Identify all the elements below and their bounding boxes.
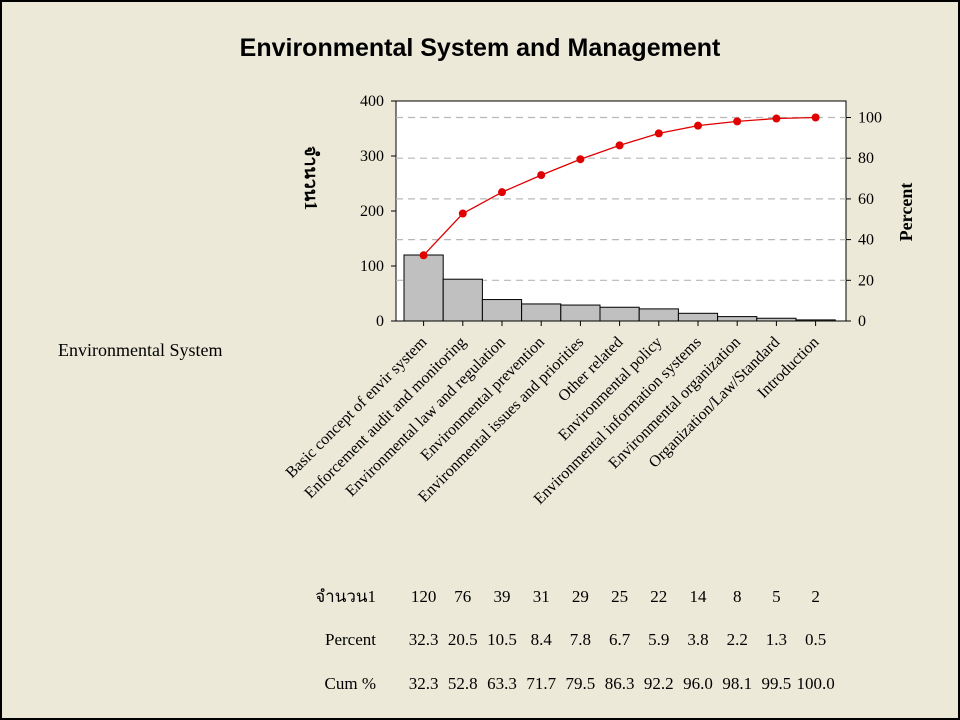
- y-left-tick-label: 200: [360, 203, 384, 220]
- cumulative-point: [576, 155, 585, 164]
- table-cum-cell: 79.5: [566, 674, 596, 693]
- table-count-cell: 5: [772, 587, 781, 606]
- table-percent-cell: 1.3: [766, 630, 787, 649]
- table-count-cell: 29: [572, 587, 589, 606]
- x-tick-label: Environmental law and regulation: [343, 334, 509, 500]
- table-count-cell: 31: [533, 587, 550, 606]
- cumulative-point: [694, 121, 702, 130]
- table-count-cell: 22: [650, 587, 667, 606]
- cumulative-point: [733, 117, 742, 126]
- cumulative-point: [772, 114, 781, 123]
- y-right-tick-label: 100: [858, 110, 882, 127]
- cumulative-point: [811, 113, 820, 122]
- x-tick-label: Basic concept of envir system: [283, 333, 431, 481]
- table-count-cell: 76: [454, 587, 471, 606]
- table-count-cell: 8: [733, 587, 742, 606]
- table-percent-cell: 7.8: [570, 630, 591, 649]
- table-cum-label: Cum %: [325, 674, 376, 693]
- bar: [521, 303, 562, 322]
- table-percent-cell: 10.5: [487, 630, 517, 649]
- cumulative-point: [654, 129, 663, 138]
- bar: [756, 317, 797, 322]
- y-left-tick-label: 300: [360, 148, 384, 165]
- table-count-cell: 14: [690, 587, 708, 606]
- table-count-cell: 39: [494, 587, 511, 606]
- y-right-tick-label: 20: [858, 272, 874, 289]
- y-right-tick-label: 60: [858, 191, 874, 208]
- table-percent-cell: 2.2: [727, 630, 748, 649]
- bar: [638, 308, 679, 322]
- table-cum-cell: 99.5: [762, 674, 792, 693]
- bar: [599, 306, 640, 322]
- table-count-label: จำนวน1: [315, 587, 376, 606]
- bar: [795, 319, 836, 322]
- x-axis-title: Environmental System: [58, 340, 223, 360]
- cumulative-point: [498, 188, 506, 197]
- table-percent-label: Percent: [325, 630, 376, 649]
- table-cum-cell: 100.0: [796, 674, 834, 693]
- y-right-tick-label: 40: [858, 232, 874, 249]
- table-cum-cell: 71.7: [526, 674, 556, 693]
- table-count-cell: 2: [811, 587, 820, 606]
- bar: [560, 304, 601, 322]
- plot-area: 0 100 200 300 400 0 20 40 60 80 100 Basic concept o…: [283, 93, 882, 693]
- bar: [442, 278, 483, 322]
- table-percent-cell: 20.5: [448, 630, 478, 649]
- table-percent-cell: 0.5: [805, 630, 826, 649]
- y-right-tick-label: 0: [858, 313, 866, 330]
- cumulative-point: [615, 141, 624, 150]
- y-axis-left-title: จำนวน1: [301, 146, 321, 210]
- cumulative-point: [419, 251, 428, 260]
- table-cum-cell: 52.8: [448, 674, 478, 693]
- table-cum-cell: 86.3: [605, 674, 635, 693]
- y-left-tick-label: 400: [360, 93, 384, 110]
- bar: [717, 316, 758, 322]
- bar: [481, 299, 523, 322]
- table-cum-cell: 63.3: [487, 674, 517, 693]
- chart-title: Environmental System and Management: [239, 34, 721, 62]
- table-cum-cell: 96.0: [683, 674, 713, 693]
- table-cum-cell: 32.3: [409, 674, 439, 693]
- bar: [677, 312, 719, 322]
- y-left-tick-label: 0: [376, 313, 384, 330]
- table-percent-cell: 32.3: [409, 630, 439, 649]
- table-percent-cell: 5.9: [648, 630, 669, 649]
- bar: [403, 254, 444, 322]
- table-percent-cell: 8.4: [531, 630, 553, 649]
- table-percent-cell: 6.7: [609, 630, 631, 649]
- table-cum-cell: 92.2: [644, 674, 674, 693]
- cumulative-point: [458, 209, 467, 218]
- cumulative-point: [537, 171, 546, 180]
- table-count-cell: 120: [411, 587, 437, 606]
- y-right-tick-label: 80: [858, 150, 874, 167]
- y-axis-right-title: Percent: [896, 183, 916, 242]
- table-percent-cell: 3.8: [687, 630, 708, 649]
- table-cum-cell: 98.1: [722, 674, 752, 693]
- table-count-cell: 25: [611, 587, 628, 606]
- y-left-tick-label: 100: [360, 258, 384, 275]
